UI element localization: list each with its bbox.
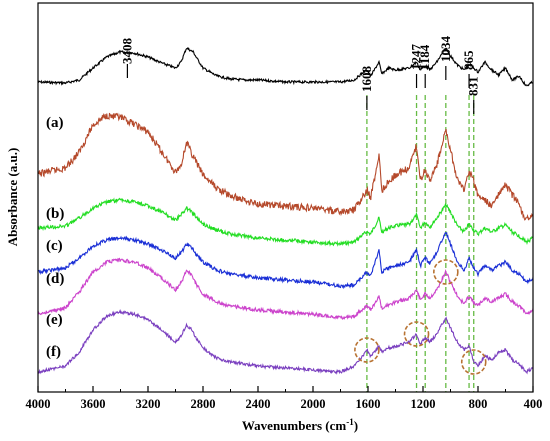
plot-frame: [37, 2, 534, 393]
peak-label-3408: 3408: [119, 38, 134, 65]
highlight-circle-1034: [433, 259, 459, 285]
x-tick-label-2800: 2800: [191, 397, 216, 411]
x-tick-label-3600: 3600: [81, 397, 106, 411]
x-tick-label-2400: 2400: [246, 397, 271, 411]
peak-label-1608: 1608: [359, 66, 374, 93]
series-line-e: [37, 257, 534, 321]
series-line-b: [37, 112, 534, 221]
series-labels: (a) (b) (c) (d) (e) (f): [46, 115, 64, 360]
series-label-c: (c): [46, 238, 63, 254]
series-label-b: (b): [46, 206, 64, 222]
highlight-circle-831: [460, 349, 487, 375]
x-ticks: 4000 3600 3200 2800 2400 2000 1600 1200 800 400: [26, 386, 543, 411]
series-label-d: (d): [46, 271, 64, 287]
x-tick-label-4000: 4000: [26, 397, 51, 411]
series-label-a: (a): [46, 115, 64, 131]
series-line-d: [37, 231, 534, 290]
x-tick-label-400: 400: [524, 397, 543, 411]
peak-label-1034: 1034: [438, 36, 453, 63]
series-line-a: [37, 47, 534, 87]
peak-label-1184: 1184: [417, 44, 432, 70]
series-line-f: [37, 308, 534, 375]
highlight-circle-1247: [403, 321, 430, 347]
series-line-c: [37, 197, 534, 247]
highlight-circles: [354, 259, 487, 375]
series-label-e: (e): [46, 312, 63, 328]
peak-label-865: 865: [461, 50, 476, 70]
peak-label-1247: 1247: [409, 44, 424, 71]
highlight-circle-1608: [354, 337, 380, 363]
y-axis-label: Absorbance (a.u.): [5, 148, 20, 247]
reference-lines: [366, 95, 475, 392]
series-label-f: (f): [46, 344, 61, 360]
series-group: [37, 47, 534, 375]
peak-label-831: 831: [466, 77, 481, 97]
x-axis-label: Wavenumbers (cm-1): [242, 417, 358, 433]
x-tick-label-1600: 1600: [356, 397, 381, 411]
x-tick-label-2000: 2000: [301, 397, 326, 411]
x-tick-label-3200: 3200: [136, 397, 161, 411]
x-tick-label-1200: 1200: [411, 397, 436, 411]
x-tick-label-800: 800: [469, 397, 488, 411]
